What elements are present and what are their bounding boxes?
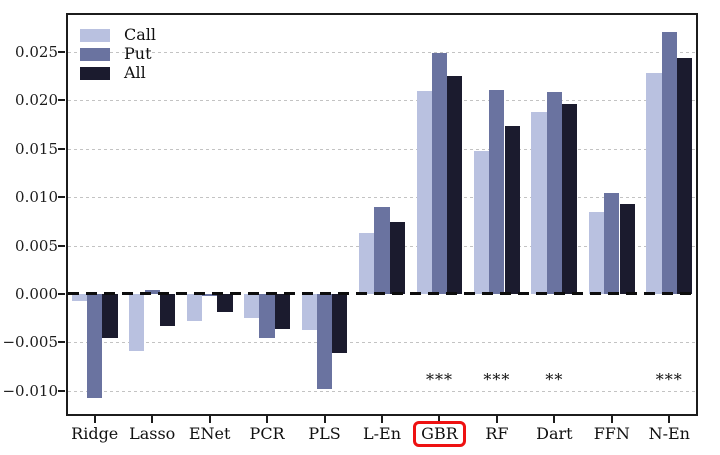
y-tick-mark (58, 341, 65, 344)
x-tick-mark (323, 416, 326, 423)
bar-all-enet (217, 293, 233, 313)
gridline (68, 148, 696, 150)
x-category-label-lasso: Lasso (129, 424, 176, 443)
bar-all-pls (332, 293, 348, 353)
y-tick-label: 0.015 (15, 139, 58, 158)
y-tick-mark (58, 196, 65, 199)
y-tick-label: −0.005 (2, 333, 58, 352)
y-tick-label: 0.010 (15, 188, 58, 207)
bar-put-pls (316, 293, 333, 389)
bar-all-gbr (447, 76, 463, 294)
bar-call-dart (531, 111, 547, 294)
y-tick-mark (58, 389, 65, 392)
bar-put-rf (489, 89, 505, 294)
bar-all-ridge (102, 293, 118, 339)
y-tick-label: 0.025 (15, 42, 58, 61)
legend-item-put: Put (80, 44, 190, 63)
legend-swatch-call (80, 29, 110, 42)
y-tick-mark (58, 292, 65, 295)
x-tick-mark (495, 416, 498, 423)
x-tick-mark (208, 416, 211, 423)
bar-call-gbr (416, 90, 432, 294)
x-tick-mark (438, 416, 441, 423)
y-tick-mark (58, 99, 65, 102)
significance-marker-gbr: *** (425, 370, 453, 390)
bar-put-lasso (144, 290, 160, 294)
bar-all-lasso (159, 293, 176, 326)
x-category-label-gbr: GBR (401, 421, 477, 447)
y-tick-label: −0.010 (2, 381, 58, 400)
bar-call-lasso (129, 293, 145, 352)
significance-marker-rf: *** (483, 370, 511, 390)
y-tick-mark (58, 244, 65, 247)
bar-call-n-en (646, 73, 662, 294)
significance-marker-dart: ** (545, 370, 564, 390)
legend-swatch-put (80, 48, 110, 61)
bar-all-l-en (389, 222, 405, 294)
x-category-label-enet: ENet (188, 424, 231, 443)
x-tick-mark (553, 416, 556, 423)
bar-put-gbr (431, 52, 448, 294)
legend-label-put: Put (124, 44, 152, 63)
zero-line (68, 292, 696, 296)
bar-put-n-en (661, 32, 677, 294)
gridline (68, 342, 696, 344)
x-tick-mark (610, 416, 613, 423)
legend-label-call: Call (124, 25, 157, 44)
bar-all-ffn (619, 203, 635, 294)
x-tick-mark (93, 416, 96, 423)
bar-put-pcr (259, 293, 275, 339)
legend-label-all: All (124, 63, 146, 82)
gridline (68, 100, 696, 102)
bar-call-ridge (71, 293, 87, 301)
x-tick-mark (668, 416, 671, 423)
significance-marker-n-en: *** (655, 370, 683, 390)
y-tick-label: 0.000 (15, 284, 58, 303)
plot-area: *** *** ** *** Call Put All (66, 13, 698, 416)
x-tick-mark (266, 416, 269, 423)
legend-item-all: All (80, 63, 190, 82)
bar-all-dart (562, 104, 578, 294)
bar-all-rf (504, 126, 520, 294)
bar-put-ffn (604, 193, 620, 294)
bar-all-pcr (274, 293, 291, 329)
x-tick-mark (151, 416, 154, 423)
legend-swatch-all (80, 67, 110, 80)
x-category-label-l-en: L-En (362, 424, 401, 443)
gridline (68, 390, 696, 392)
x-category-label-ridge: Ridge (71, 424, 119, 443)
bar-all-n-en (676, 57, 693, 294)
highlighted-category-box: GBR (413, 421, 466, 447)
gridline (68, 51, 696, 53)
bar-call-pcr (244, 293, 260, 319)
x-category-label-n-en: N-En (648, 424, 690, 443)
legend-item-call: Call (80, 25, 190, 44)
bar-put-dart (546, 92, 562, 294)
y-tick-mark (58, 50, 65, 53)
y-tick-label: 0.020 (15, 91, 58, 110)
x-category-label-pcr: PCR (249, 424, 285, 443)
x-category-label-rf: RF (485, 424, 509, 443)
x-tick-mark (381, 416, 383, 423)
bar-call-l-en (359, 232, 375, 294)
bar-put-ridge (87, 293, 103, 398)
x-category-label-ffn: FFN (593, 424, 630, 443)
gridline (68, 197, 696, 199)
bar-put-l-en (374, 206, 390, 294)
bar-call-pls (301, 293, 317, 330)
y-tick-label: 0.005 (15, 236, 58, 255)
bar-call-rf (473, 150, 490, 294)
bar-call-ffn (588, 211, 605, 294)
x-category-label-dart: Dart (536, 424, 573, 443)
y-tick-mark (58, 147, 65, 150)
x-category-label-pls: PLS (308, 424, 341, 443)
bar-call-enet (186, 293, 202, 321)
